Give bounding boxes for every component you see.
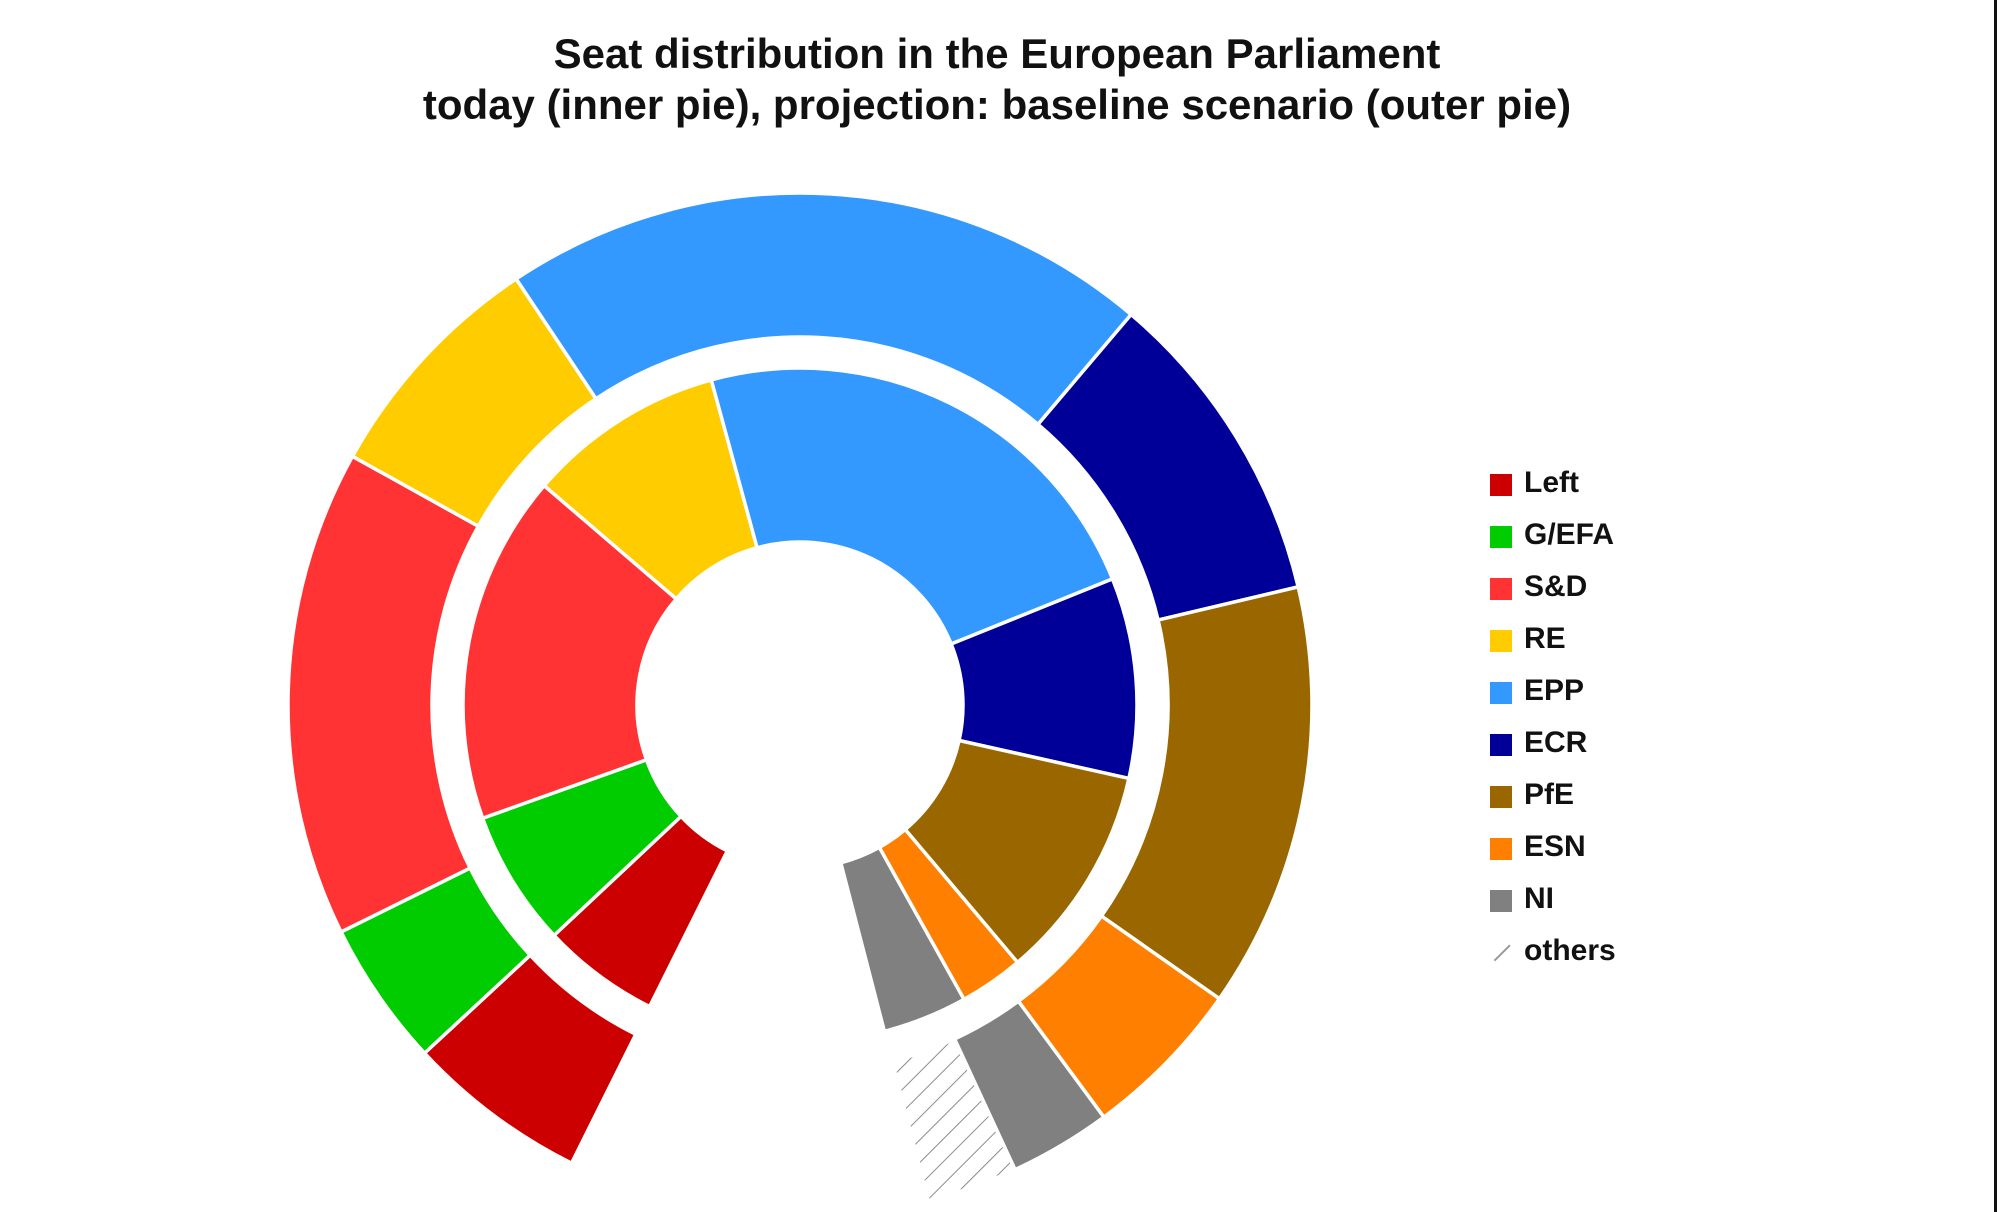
legend-label: S&D [1524,570,1588,603]
chart-title: Seat distribution in the European Parlia… [0,28,1994,130]
legend-swatch [1490,890,1512,912]
outer-ring-projection [286,191,1314,1203]
legend-swatch [1490,682,1512,704]
chart-subtitle-line: today (inner pie), projection: baseline … [422,81,1572,128]
legend-label: others [1524,934,1616,967]
legend-swatch [1490,526,1512,548]
inner-slice-pfe [903,738,1131,965]
legend-swatch [1490,630,1512,652]
legend-swatch [1490,734,1512,756]
legend-label: EPP [1524,674,1585,707]
chart-title-line: Seat distribution in the European Parlia… [553,30,1441,77]
legend-label: RE [1524,622,1566,655]
legend-swatch [1490,578,1512,600]
legend-label: NI [1524,882,1554,915]
outer-slice-epp [514,191,1133,427]
outer-slice-others [890,1037,1017,1203]
legend-swatch [1490,474,1512,496]
inner-slice-ni [839,845,966,1034]
legend-swatch [1490,786,1512,808]
inner-slice-sandd [461,483,679,820]
legend-swatch [1490,838,1512,860]
legend-label: ESN [1524,830,1586,863]
inner-slice-epp [709,366,1115,646]
inner-ring-today [461,366,1139,1034]
legend-label: Left [1524,466,1579,499]
legend-label: G/EFA [1524,518,1615,551]
frame-border [1994,0,1997,1212]
legend-swatch [1490,942,1512,964]
legend-label: PfE [1524,778,1575,811]
legend-label: ECR [1524,726,1588,759]
outer-slice-sandd [286,454,481,934]
